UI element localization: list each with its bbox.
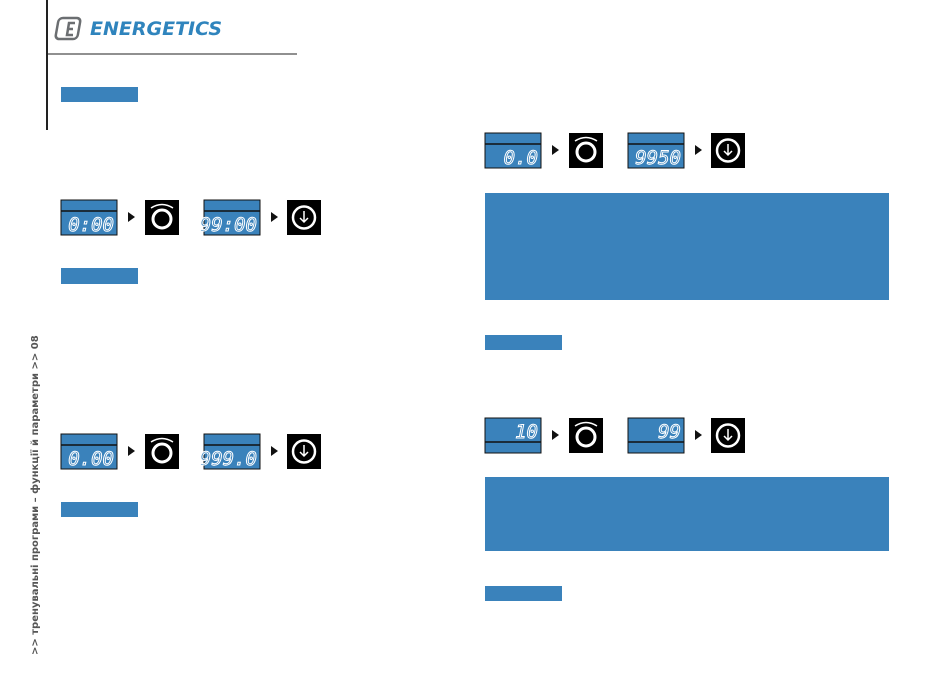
- arrow: [271, 212, 278, 222]
- button-arrow: [723, 429, 733, 442]
- button-ring: [291, 205, 317, 230]
- arrow: [128, 446, 135, 456]
- lcd-value: 999.0: [200, 448, 257, 470]
- lcd-value: 0.00: [68, 448, 114, 470]
- button-arrow: [299, 211, 309, 224]
- lcd-display: [484, 417, 542, 454]
- lcd-display: [203, 199, 261, 236]
- logo-mark: [54, 16, 82, 41]
- arrow: [695, 145, 702, 155]
- knob-arrow: [150, 203, 174, 209]
- info-boxes: [485, 193, 889, 551]
- lcd-value: 0:00: [68, 214, 114, 236]
- knob-ring: [151, 208, 173, 230]
- lcd-value: 0.0: [504, 147, 538, 169]
- lcd-value: 9950: [635, 147, 681, 169]
- button-arrow: [723, 144, 733, 157]
- arrow: [128, 212, 135, 222]
- knob-arrow: [574, 421, 598, 427]
- lcd-value: 99: [658, 421, 681, 443]
- label-bars: [61, 87, 562, 601]
- arrow: [271, 446, 278, 456]
- knob-ring: [575, 141, 597, 163]
- arrow: [552, 430, 559, 440]
- arrow: [695, 430, 702, 440]
- arrow: [552, 145, 559, 155]
- lcd-value: 10: [515, 421, 538, 443]
- lcd-display: [60, 433, 118, 470]
- lcd-display: [60, 199, 118, 236]
- sidebar-text: >> тренувальні програми – функції й пара…: [29, 335, 41, 655]
- lcd-display: [627, 417, 685, 454]
- knob-ring: [575, 426, 597, 448]
- button-ring: [715, 138, 741, 163]
- knob-arrow: [574, 136, 598, 142]
- logo-text: ENERGETICS: [90, 18, 222, 40]
- lcd-display: [484, 132, 542, 169]
- lcd-display: [627, 132, 685, 169]
- knob-ring: [151, 442, 173, 464]
- knob-arrow: [150, 437, 174, 443]
- lcd-value: 99:00: [200, 214, 257, 236]
- button-ring: [291, 439, 317, 464]
- button-arrow: [299, 445, 309, 458]
- button-ring: [715, 423, 741, 448]
- lcd-display: [203, 433, 261, 470]
